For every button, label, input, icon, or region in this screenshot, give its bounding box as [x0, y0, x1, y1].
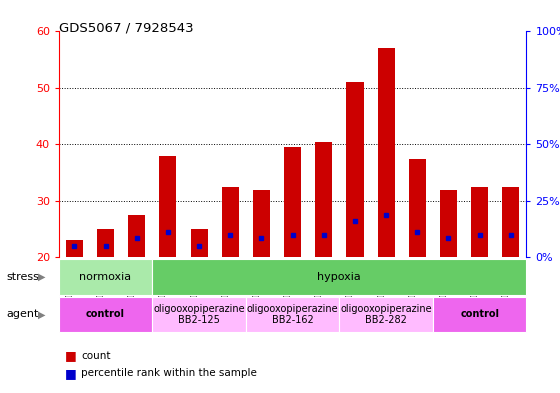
Bar	[471, 187, 488, 257]
Text: stress: stress	[7, 272, 40, 282]
Text: ■: ■	[64, 367, 76, 380]
Bar	[253, 190, 270, 257]
Text: hypoxia: hypoxia	[318, 272, 361, 282]
Text: control: control	[460, 309, 499, 320]
Bar	[433, 297, 526, 332]
Text: agent: agent	[7, 309, 39, 320]
Bar	[66, 241, 83, 257]
Bar	[59, 297, 152, 332]
Bar	[152, 297, 246, 332]
Bar	[377, 48, 395, 257]
Bar	[97, 229, 114, 257]
Bar	[409, 158, 426, 257]
Text: normoxia: normoxia	[80, 272, 132, 282]
Bar	[502, 187, 519, 257]
Bar	[152, 259, 526, 295]
Bar	[339, 297, 433, 332]
Bar	[246, 297, 339, 332]
Text: control: control	[86, 309, 125, 320]
Bar	[284, 147, 301, 257]
Text: oligooxopiperazine
BB2-125: oligooxopiperazine BB2-125	[153, 304, 245, 325]
Bar	[128, 215, 145, 257]
Text: percentile rank within the sample: percentile rank within the sample	[81, 368, 257, 378]
Text: count: count	[81, 351, 111, 361]
Text: ▶: ▶	[38, 272, 45, 282]
Text: ■: ■	[64, 349, 76, 362]
Bar	[160, 156, 176, 257]
Bar	[440, 190, 457, 257]
Bar	[347, 82, 363, 257]
Bar	[59, 259, 152, 295]
Bar	[315, 141, 332, 257]
Text: GDS5067 / 7928543: GDS5067 / 7928543	[59, 22, 193, 35]
Text: oligooxopiperazine
BB2-282: oligooxopiperazine BB2-282	[340, 304, 432, 325]
Text: oligooxopiperazine
BB2-162: oligooxopiperazine BB2-162	[247, 304, 338, 325]
Text: ▶: ▶	[38, 309, 45, 320]
Bar	[190, 229, 208, 257]
Bar	[222, 187, 239, 257]
